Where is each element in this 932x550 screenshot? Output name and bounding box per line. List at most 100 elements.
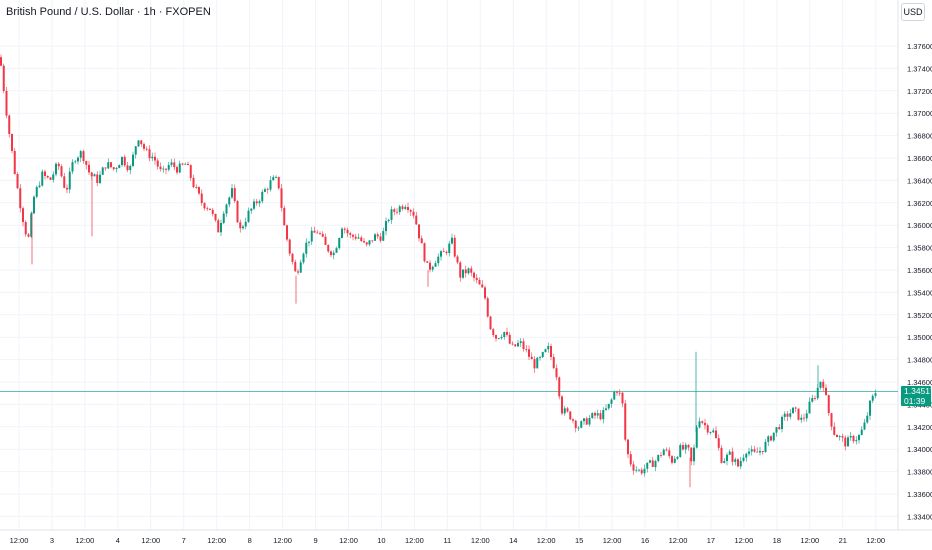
- candle-body: [22, 208, 24, 223]
- candle-body: [514, 344, 517, 347]
- time-axis[interactable]: 12:00 3 12:00 4 12:00 7 12:00 8 12:00 9 12:00 10 12:…: [10, 536, 885, 545]
- candle-body: [844, 437, 847, 447]
- candle-body: [376, 234, 379, 237]
- candle-body: [280, 188, 283, 208]
- candle-body: [651, 460, 654, 468]
- candle-body: [374, 234, 376, 241]
- candle-body: [863, 422, 866, 430]
- candle-body: [159, 166, 162, 170]
- candle-body: [288, 239, 291, 254]
- candle-body: [319, 233, 321, 234]
- candle-body: [96, 174, 99, 183]
- candle-body: [833, 426, 836, 435]
- candle-body: [704, 422, 706, 426]
- candle-body: [536, 357, 539, 369]
- symbol-title[interactable]: British Pound / U.S. Dollar · 1h · FXOPE…: [6, 6, 211, 18]
- candle-body: [577, 427, 580, 429]
- candle-body: [585, 418, 588, 425]
- candle-body: [258, 201, 261, 204]
- candle-body: [616, 391, 618, 393]
- candle-body: [368, 240, 371, 245]
- y-tick-label: 1.35400: [907, 288, 932, 297]
- candle-body: [508, 334, 511, 344]
- candle-body: [775, 427, 778, 433]
- candle-body: [464, 269, 467, 274]
- candle-body: [643, 468, 646, 474]
- x-tick-label: 4: [116, 536, 120, 545]
- y-tick-label: 1.35800: [907, 244, 932, 253]
- x-tick-label: 12:00: [866, 536, 885, 545]
- candle-body: [547, 346, 550, 350]
- candle-body: [220, 222, 222, 233]
- candle-body: [552, 357, 555, 369]
- candle-body: [418, 224, 420, 239]
- y-tick-label: 1.37000: [907, 109, 932, 118]
- y-tick-label: 1.37600: [907, 42, 932, 51]
- x-tick-label: 12:00: [669, 536, 688, 545]
- y-tick-label: 1.35600: [907, 266, 932, 275]
- y-tick-label: 1.37400: [907, 64, 932, 73]
- candle-body: [19, 188, 22, 209]
- x-tick-label: 12:00: [603, 536, 622, 545]
- price-axis[interactable]: 1.37600 1.37400 1.37200 1.37000 1.36800 1.366…: [907, 42, 932, 521]
- candle-body: [522, 341, 525, 350]
- candle-body: [101, 167, 104, 175]
- candle-body: [112, 167, 115, 170]
- candle-body: [407, 206, 409, 211]
- candle-body: [354, 236, 357, 239]
- candle-body: [233, 188, 236, 202]
- candle-body: [239, 222, 242, 229]
- candle-body: [66, 187, 68, 190]
- candle-body: [200, 193, 203, 204]
- candle-body: [566, 408, 569, 412]
- candle-body: [346, 229, 349, 234]
- candle-body: [305, 242, 308, 254]
- candle-body: [302, 253, 305, 263]
- countdown-timer: 01:39: [904, 396, 926, 406]
- candle-body: [244, 221, 247, 227]
- candle-body: [209, 208, 211, 210]
- x-tick-label: 9: [313, 536, 317, 545]
- candle-body: [646, 462, 649, 469]
- candle-body: [115, 168, 118, 170]
- candle-body: [423, 243, 426, 262]
- candle-body: [709, 432, 712, 433]
- candle-body: [731, 451, 734, 462]
- candle-body: [107, 162, 110, 169]
- candle-body: [324, 236, 327, 245]
- candle-body: [805, 413, 808, 419]
- candle-body: [379, 236, 382, 241]
- candle-body: [607, 403, 610, 409]
- candle-body: [528, 349, 530, 357]
- candle-body: [387, 219, 390, 222]
- candle-body: [55, 163, 57, 175]
- candle-body: [434, 263, 437, 267]
- candle-body: [63, 176, 66, 188]
- candle-body: [57, 163, 60, 167]
- candle-body: [143, 144, 145, 149]
- candle-body: [269, 180, 272, 190]
- candle-body: [299, 262, 302, 273]
- candle-body: [640, 469, 643, 474]
- candle-body: [745, 453, 748, 458]
- candle-body: [734, 459, 737, 462]
- candle-body: [137, 140, 140, 147]
- candle-body: [860, 429, 863, 435]
- candle-body: [838, 436, 841, 438]
- candle-body: [390, 209, 393, 220]
- candle-body: [572, 419, 574, 421]
- candle-body: [682, 445, 684, 450]
- candle-body: [726, 454, 728, 461]
- candle-body: [181, 163, 184, 165]
- candle-body: [264, 189, 266, 192]
- candle-body: [665, 449, 668, 451]
- candle-body: [429, 262, 431, 270]
- candle-body: [206, 208, 209, 210]
- candle-body: [129, 166, 132, 171]
- candle-body: [85, 161, 88, 165]
- x-tick-label: 12:00: [537, 536, 556, 545]
- currency-button[interactable]: USD: [901, 3, 925, 21]
- candle-body: [869, 400, 871, 416]
- candle-body: [404, 206, 407, 209]
